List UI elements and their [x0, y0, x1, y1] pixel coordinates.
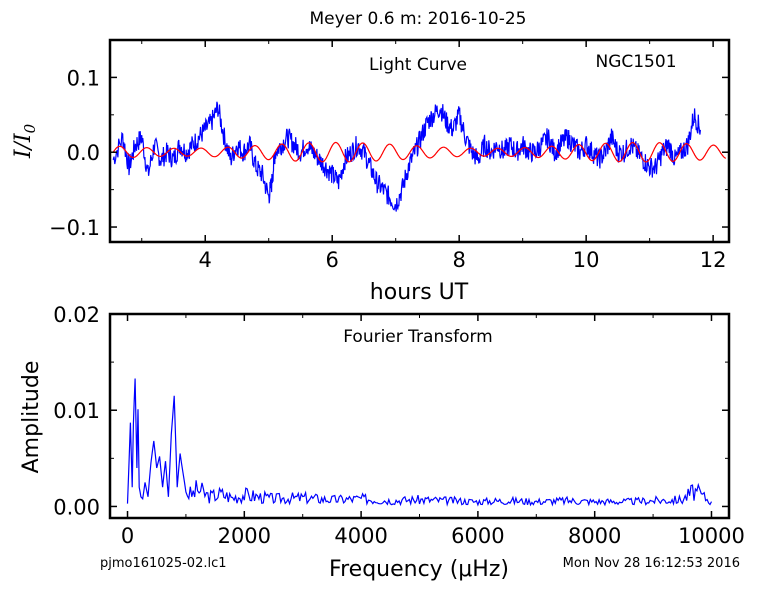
fourier-series — [126, 378, 713, 507]
object-name: NGC1501 — [595, 52, 676, 72]
figure-title: Meyer 0.6 m: 2016-10-25 — [310, 9, 527, 29]
x-tick-label: 2000 — [218, 524, 271, 548]
y-tick-label: −0.1 — [49, 216, 100, 240]
x-tick-label: 6 — [326, 248, 339, 272]
light-curve-ylabel: I/I0 — [11, 123, 39, 159]
y-tick-label: 0.01 — [53, 399, 100, 423]
fourier-xlabel: Frequency (μHz) — [329, 557, 509, 582]
y-tick-label: 0.0 — [67, 141, 100, 165]
y-tick-label: 0.1 — [67, 66, 100, 90]
y-tick-label: 0.02 — [53, 303, 100, 327]
fourier-panel: Fourier Transform 0 2000 4000 6000 8000 10000… — [19, 303, 745, 582]
x-tick-label: 0 — [121, 524, 134, 548]
footer-timestamp: Mon Nov 28 16:12:53 2016 — [563, 556, 740, 571]
x-tick-label: 4000 — [334, 524, 387, 548]
x-tick-label: 12 — [700, 248, 727, 272]
y-tick-label: 0.00 — [53, 495, 100, 519]
x-tick-label: 10 — [573, 248, 600, 272]
light-curve-frame — [108, 38, 731, 244]
x-tick-label: 4 — [199, 248, 212, 272]
x-tick-label: 6000 — [451, 524, 504, 548]
x-tick-label: 8 — [452, 248, 465, 272]
fourier-ylabel: Amplitude — [19, 361, 44, 474]
x-tick-label: 10000 — [678, 524, 745, 548]
light-curve-panel: Light Curve NGC1501 4 6 8 10 12 −0.1 0.0 0.1 h… — [11, 38, 731, 305]
x-tick-label: 8000 — [568, 524, 621, 548]
fourier-annotation: Fourier Transform — [343, 327, 492, 347]
footer-filename: pjmo161025-02.lc1 — [100, 556, 227, 571]
model-fit-series — [112, 141, 726, 163]
light-curve-series — [112, 101, 701, 212]
light-curve-annotation: Light Curve — [369, 55, 467, 75]
light-curve-xlabel: hours UT — [370, 280, 469, 305]
